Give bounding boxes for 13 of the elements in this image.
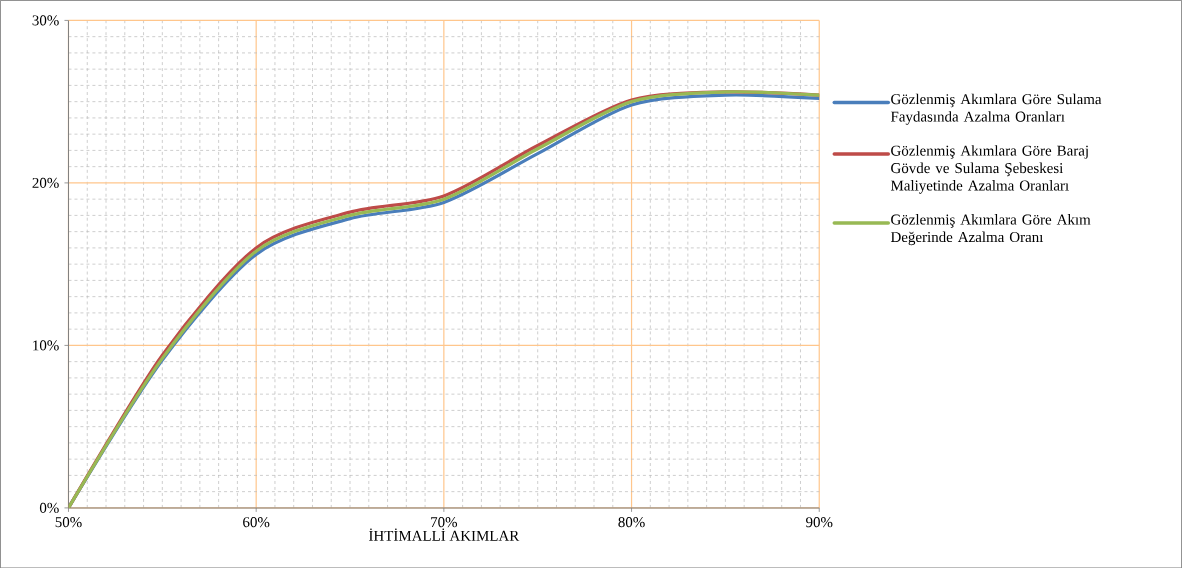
x-tick-label: 90% [806, 516, 833, 528]
y-tick-label: 20% [32, 177, 59, 188]
x-tick-label: 50% [55, 516, 82, 528]
y-tick-label: 30% [32, 15, 59, 26]
x-tick-label: 60% [243, 516, 270, 528]
x-axis-title: İHTİMALLİ AKIMLAR [369, 528, 520, 541]
y-tick-label: 10% [33, 340, 59, 351]
x-tick-label: 80% [618, 516, 645, 528]
legend-label: Gözlenmiş Akımlara Göre Akım Değerinde Azalma Oranı [890, 213, 1091, 245]
x-tick-label: 70% [431, 516, 458, 528]
legend-label: Gözlenmiş Akımlara Göre Baraj Gövde ve Sulama Şebeskesi Maliyetinde Azalma Oranları [890, 145, 1088, 194]
y-tick-label: 0% [39, 502, 59, 513]
legend-label: Gözlenmiş Akımlara Göre Sulama Faydasında Azalma Oranları [890, 93, 1102, 125]
